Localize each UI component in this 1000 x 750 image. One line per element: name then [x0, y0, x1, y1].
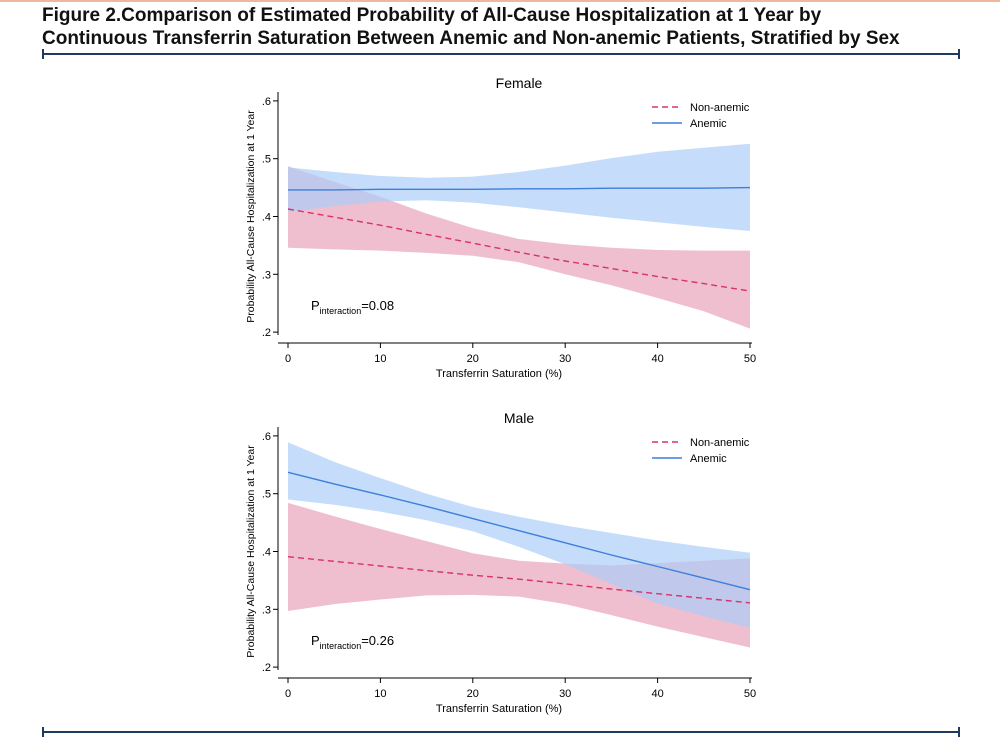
y-tick-label: .6 [262, 431, 271, 443]
y-tick-label: .2 [262, 662, 271, 674]
figure-title: Figure 2.Comparison of Estimated Probabi… [42, 4, 972, 50]
male-panel: Male .2 .3 .4 .5 .6 0 10 20 30 40 50 Transferrin Sat… [0, 405, 1000, 745]
bottom-divider [42, 727, 960, 737]
y-tick-label: .3 [262, 269, 271, 281]
y-tick-label: .6 [262, 96, 271, 108]
x-tick-label: 0 [285, 688, 291, 700]
x-tick-label: 30 [559, 688, 571, 700]
p-value: =0.26 [361, 633, 394, 648]
anemic-confidence-band [288, 442, 750, 628]
anemic-line [287, 471, 751, 591]
legend-label-anemic: Anemic [690, 453, 727, 465]
x-tick-label: 20 [467, 688, 479, 700]
non-anemic-line [287, 556, 751, 604]
figure-title-line-2: Continuous Transferrin Saturation Betwee… [42, 28, 900, 49]
x-tick-label: 50 [744, 688, 756, 700]
chart-title: Female [496, 75, 543, 91]
x-axis-label: Transferrin Saturation (%) [436, 703, 562, 715]
x-tick-label: 10 [374, 353, 386, 365]
p-subscript: interaction [320, 306, 362, 316]
non-anemic-confidence-band [288, 502, 750, 648]
p-interaction-annotation: Pinteraction=0.08 [311, 298, 394, 316]
x-tick-label: 40 [651, 688, 663, 700]
female-chart: Female .2 .3 .4 .5 .6 0 10 20 30 40 50 Transferrin S… [245, 75, 756, 380]
y-tick-label: .4 [262, 547, 271, 559]
y-tick-label: .4 [262, 212, 271, 224]
figure-title-line-1: Figure 2.Comparison of Estimated Probabi… [42, 5, 822, 26]
y-tick-label: .5 [262, 154, 271, 166]
anemic-line [288, 186, 751, 191]
legend-label-anemic: Anemic [690, 118, 727, 130]
p-symbol: P [311, 633, 320, 648]
y-axis-label: Probability All-Cause Hospitalization at… [245, 110, 257, 323]
legend-label-non-anemic: Non-anemic [690, 437, 750, 449]
x-tick-label: 0 [285, 353, 291, 365]
anemic-confidence-band [288, 143, 750, 231]
y-tick-label: .2 [262, 327, 271, 339]
x-tick-label: 50 [744, 353, 756, 365]
y-axis-label: Probability All-Cause Hospitalization at… [245, 445, 257, 658]
male-chart: Male .2 .3 .4 .5 .6 0 10 20 30 40 50 Transferrin Sat… [245, 410, 756, 715]
x-tick-label: 40 [651, 353, 663, 365]
female-panel: Female .2 .3 .4 .5 .6 0 10 20 30 40 50 Transferrin S… [0, 70, 1000, 410]
chart-title: Male [504, 410, 535, 426]
y-tick-label: .5 [262, 489, 271, 501]
p-symbol: P [311, 298, 320, 313]
x-axis-label: Transferrin Saturation (%) [436, 368, 562, 380]
y-tick-label: .3 [262, 604, 271, 616]
p-subscript: interaction [320, 641, 362, 651]
x-tick-label: 10 [374, 688, 386, 700]
legend-label-non-anemic: Non-anemic [690, 102, 750, 114]
title-divider [42, 49, 960, 59]
x-tick-label: 20 [467, 353, 479, 365]
p-value: =0.08 [361, 298, 394, 313]
non-anemic-line [287, 208, 751, 292]
top-accent-line [0, 0, 1000, 2]
x-tick-label: 30 [559, 353, 571, 365]
non-anemic-confidence-band [288, 166, 750, 329]
p-interaction-annotation: Pinteraction=0.26 [311, 633, 394, 651]
